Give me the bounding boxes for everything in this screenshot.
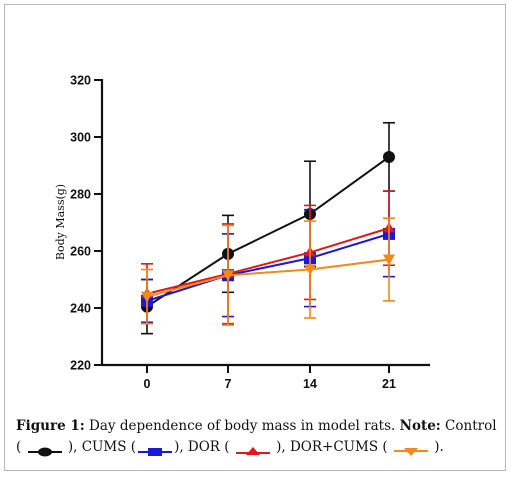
- data-point: [383, 150, 395, 163]
- data-point: [222, 270, 234, 282]
- caption-text: Day dependence of body mass in model rat…: [84, 418, 400, 434]
- y-tick-label: 280: [70, 188, 91, 202]
- x-tick-label: 7: [225, 377, 232, 391]
- data-point: [304, 264, 316, 276]
- caption-control-label: Control: [440, 418, 497, 434]
- series-line: [146, 227, 390, 295]
- caption-cums-label: ), CUMS (: [67, 439, 137, 455]
- chart-series: [141, 121, 395, 335]
- legend-swatch-cums: [137, 443, 173, 456]
- series-dor-cums: [141, 217, 395, 326]
- y-tick-label: 220: [70, 359, 91, 373]
- chart-axes: 220 240 260 280 300 320 0 7 14 21: [70, 74, 430, 391]
- figure-caption: Figure 1: Day dependence of body mass in…: [16, 416, 500, 458]
- series-dor: [141, 190, 395, 325]
- y-tick-label: 300: [70, 131, 91, 145]
- x-tick-label: 14: [303, 377, 317, 391]
- data-point: [383, 254, 395, 266]
- data-point: [141, 291, 153, 303]
- x-tick-label: 21: [382, 377, 396, 391]
- x-tick-label: 0: [144, 377, 151, 391]
- series-cums: [141, 190, 395, 324]
- legend-swatch-dor: [235, 443, 271, 455]
- caption-dorcums-label: ), DOR+CUMS (: [276, 439, 388, 455]
- caption-note-label: Note:: [399, 418, 441, 434]
- y-tick-label: 260: [70, 245, 91, 259]
- caption-open-paren: (: [16, 439, 22, 455]
- y-tick-label: 240: [70, 302, 91, 316]
- legend-swatch-dorcums: [393, 443, 429, 456]
- y-tick-label: 320: [70, 74, 91, 88]
- caption-dor-label: ), DOR (: [174, 439, 230, 455]
- series-line: [146, 232, 390, 302]
- chart: 220 240 260 280 300 320 0 7 14 21 Body Mass(g): [54, 74, 430, 391]
- caption-figure-label: Figure 1:: [16, 418, 85, 434]
- series-line: [146, 258, 390, 298]
- series-control: [141, 121, 395, 335]
- y-axis-label: Body Mass(g): [54, 184, 67, 260]
- caption-close-paren: ).: [434, 439, 444, 455]
- figure-frame: [4, 4, 506, 471]
- series-line: [146, 156, 390, 308]
- legend-swatch-control: [27, 443, 63, 456]
